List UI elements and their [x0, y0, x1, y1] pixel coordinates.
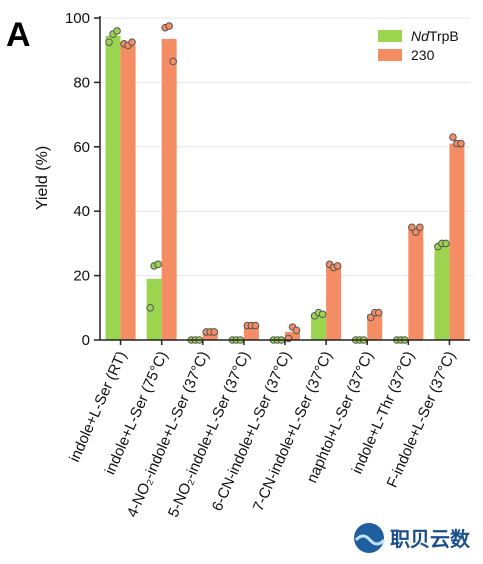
bars	[105, 35, 465, 341]
replicate-point	[412, 228, 420, 236]
replicate-point	[366, 313, 375, 322]
replicate-point	[442, 239, 450, 248]
replicate-point	[333, 262, 342, 270]
replicate-point	[292, 326, 301, 335]
y-tick-label: 20	[73, 268, 90, 285]
y-tick-label: 100	[65, 10, 90, 27]
replicate-point	[457, 139, 465, 148]
replicate-point	[165, 22, 173, 30]
replicate-point	[318, 310, 327, 319]
watermark-wave-icon	[354, 534, 386, 546]
replicate-point	[154, 260, 162, 269]
bar-ndtrpb	[311, 315, 327, 340]
axes	[94, 16, 470, 345]
replicate-point	[146, 304, 154, 312]
legend: NdTrpB 230	[378, 28, 459, 63]
replicate-point	[113, 27, 121, 35]
replicate-point	[416, 223, 424, 232]
data-points	[105, 22, 465, 344]
legend-label-ndtrpb-suffix: TrpB	[429, 28, 459, 44]
replicate-point	[169, 57, 177, 66]
replicate-point	[210, 328, 219, 336]
legend-swatch-ndtrpb	[378, 30, 402, 42]
y-tick-label: 0	[82, 332, 90, 349]
legend-label-ndtrpb: NdTrpB	[411, 28, 459, 44]
bar-230	[285, 331, 300, 340]
bar-ndtrpb	[146, 278, 162, 340]
bar-230	[326, 265, 342, 340]
y-tick-label: 80	[73, 74, 90, 91]
x-tick-label: 6-CN-indole+L-Ser (37°C)	[209, 349, 295, 514]
y-axis-label: Yield (%)	[34, 146, 51, 210]
legend-swatch-230	[378, 49, 402, 61]
bar-230	[120, 45, 136, 341]
bar-ndtrpb	[105, 35, 121, 341]
replicate-point	[105, 38, 113, 46]
watermark: 职贝云数	[354, 523, 471, 553]
replicate-point	[374, 308, 383, 317]
x-tick-label: 7-CN-indole+L-Ser (37°C)	[250, 349, 336, 514]
bar-230	[449, 143, 465, 340]
replicate-point	[128, 38, 136, 46]
y-tick-label: 60	[73, 139, 90, 156]
watermark-text: 职贝云数	[390, 527, 471, 551]
bar-230	[202, 331, 218, 340]
bar-230	[408, 228, 424, 340]
bar-ndtrpb	[434, 245, 450, 340]
x-tick-labels: indole+L-Ser (RT)indole+L-Ser (75°C)4-NO…	[66, 349, 459, 520]
replicate-point	[449, 133, 457, 141]
legend-label-230: 230	[411, 47, 435, 63]
bar-230	[161, 38, 177, 341]
replicate-point	[408, 223, 416, 232]
replicate-point	[251, 321, 260, 330]
legend-label-ndtrpb-prefix: Nd	[411, 28, 430, 44]
y-tick-label: 40	[73, 203, 90, 220]
panel-letter: A	[6, 16, 31, 54]
y-tick-labels: 0 20 40 60 80 100	[65, 10, 90, 349]
